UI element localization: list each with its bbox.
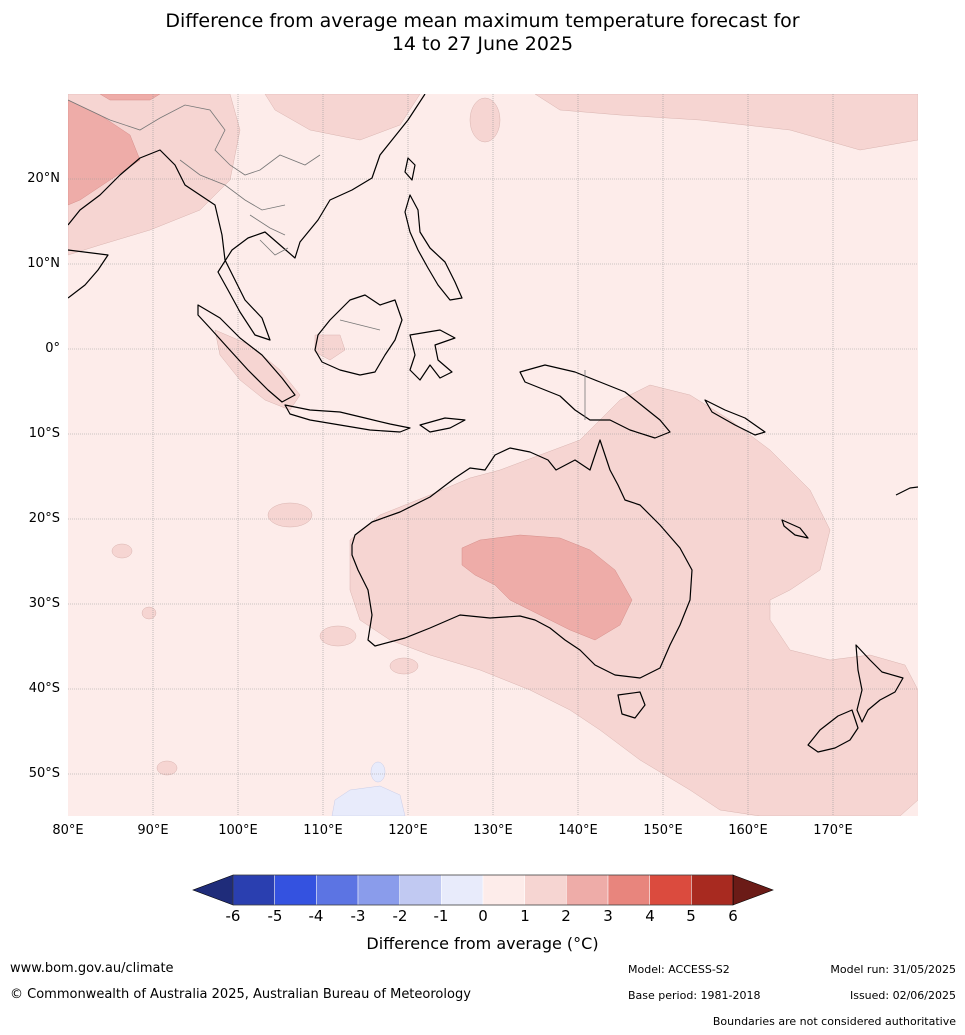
- lon-label-80e: 80°E: [52, 823, 84, 838]
- colorbar-tick-label: 2: [561, 907, 571, 925]
- colorbar-tick-label: -1: [433, 907, 449, 925]
- copyright-text: © Commonwealth of Australia 2025, Austra…: [10, 987, 471, 1002]
- lat-label-20s: 20°S: [28, 511, 60, 526]
- lat-label-0: 0°: [45, 341, 60, 356]
- border-lines-asia: [68, 99, 586, 420]
- colorbar-bin: [691, 874, 734, 906]
- colorbar-tick-label: -4: [308, 907, 324, 925]
- coastline-asia-mainland: [68, 94, 426, 341]
- lat-label-50s: 50°S: [28, 766, 60, 781]
- anomaly-region-1-2-southern-ocean-7: [389, 657, 419, 675]
- issued-date: Issued: 02/06/2025: [849, 989, 956, 1002]
- coastline-solomon: [704, 399, 766, 436]
- coastline-java: [284, 404, 411, 433]
- coastline-sumatra: [197, 304, 296, 403]
- base-period: Base period: 1981-2018: [628, 989, 761, 1002]
- lon-label-150e: 150°E: [643, 823, 683, 838]
- anomaly-region-neg1-0-small: [370, 761, 386, 783]
- colorbar-bin: [399, 874, 442, 906]
- colorbar-tick-label: -5: [267, 907, 283, 925]
- boundary-disclaimer: Boundaries are not considered authoritat…: [712, 1015, 956, 1028]
- anomaly-region-1-2-australia: [349, 384, 918, 816]
- coastline-fiji: [895, 486, 918, 496]
- colorbar-tick-label: 6: [728, 907, 738, 925]
- colorbar-bin: [649, 874, 692, 906]
- colorbar-bin: [274, 874, 317, 906]
- coastline-new-zealand-north: [855, 644, 904, 723]
- colorbar-bin: [232, 874, 275, 906]
- title-line-2: 14 to 27 June 2025: [391, 33, 574, 55]
- coastline-philippines: [404, 194, 463, 301]
- anomaly-region-1-2-southern-ocean-4: [319, 625, 357, 647]
- coastline-australia: [351, 439, 693, 679]
- lat-label-10s: 10°S: [28, 426, 60, 441]
- colorbar-tick-label: 1: [520, 907, 530, 925]
- coastline-timor: [419, 417, 466, 433]
- lon-label-100e: 100°E: [218, 823, 258, 838]
- lat-label-30s: 30°S: [28, 596, 60, 611]
- colorbar-tick-label: 5: [686, 907, 696, 925]
- coastline-new-guinea: [519, 364, 671, 439]
- anomaly-region-neg1-0-south: [331, 785, 406, 816]
- coastline-new-caledonia: [781, 519, 809, 539]
- chart-title: Difference from average mean maximum tem…: [0, 10, 965, 56]
- lon-label-170e: 170°E: [813, 823, 853, 838]
- anomaly-region-2-3-north: [99, 94, 161, 101]
- lon-label-160e: 160°E: [728, 823, 768, 838]
- anomaly-region-1-2-southern-ocean-5: [156, 760, 178, 776]
- colorbar-bin: [482, 874, 525, 906]
- colorbar-extend-low: [192, 874, 234, 906]
- colorbar-tick-label: 3: [603, 907, 613, 925]
- model-name: Model: ACCESS-S2: [628, 963, 730, 976]
- colorbar-title: Difference from average (°C): [366, 934, 599, 953]
- anomaly-region-1-2-southern-ocean-3: [141, 606, 157, 620]
- anomaly-region-1-2-southern-ocean-2: [111, 543, 133, 559]
- coastline-borneo: [314, 294, 403, 376]
- colorbar-bin: [566, 874, 609, 906]
- lon-label-120e: 120°E: [388, 823, 428, 838]
- coastline-sulawesi: [409, 329, 456, 381]
- map-gridlines: [68, 94, 918, 816]
- anomaly-region-1-2-southern-ocean-1: [267, 502, 313, 528]
- colorbar-bin: [524, 874, 567, 906]
- anomaly-region-1-2-northeast: [534, 94, 918, 151]
- lat-label-20n: 20°N: [27, 171, 60, 186]
- colorbar-bin: [357, 874, 400, 906]
- lat-label-40s: 40°S: [28, 681, 60, 696]
- colorbar-tick-label: -3: [350, 907, 366, 925]
- coastline-new-zealand-south: [807, 709, 859, 753]
- colorbar-frame: [232, 874, 734, 906]
- lat-label-10n: 10°N: [27, 256, 60, 271]
- colorbar: [192, 874, 774, 906]
- coastline-india: [68, 249, 109, 299]
- coastline-taiwan: [404, 157, 416, 181]
- colorbar-bin: [441, 874, 484, 906]
- anomaly-region-1-2-southern-ocean-6: [469, 97, 501, 143]
- colorbar-tick-label: 4: [645, 907, 655, 925]
- colorbar-tick-label: -6: [225, 907, 241, 925]
- website-link[interactable]: www.bom.gov.au/climate: [10, 961, 174, 976]
- colorbar-bin: [607, 874, 650, 906]
- colorbar-tick-label: 0: [478, 907, 488, 925]
- colorbar-extend-high: [732, 874, 774, 906]
- colorbar-tick-label: -2: [392, 907, 408, 925]
- coastline-tasmania: [617, 691, 646, 719]
- anomaly-region-2-3-central-australia: [461, 534, 633, 641]
- anomaly-region-1-2-pacific-north: [264, 94, 421, 141]
- model-run: Model run: 31/05/2025: [830, 963, 956, 976]
- title-line-1: Difference from average mean maximum tem…: [165, 10, 800, 32]
- lon-label-130e: 130°E: [473, 823, 513, 838]
- colorbar-bin: [316, 874, 359, 906]
- lon-label-110e: 110°E: [303, 823, 343, 838]
- lon-label-90e: 90°E: [137, 823, 169, 838]
- lon-label-140e: 140°E: [558, 823, 598, 838]
